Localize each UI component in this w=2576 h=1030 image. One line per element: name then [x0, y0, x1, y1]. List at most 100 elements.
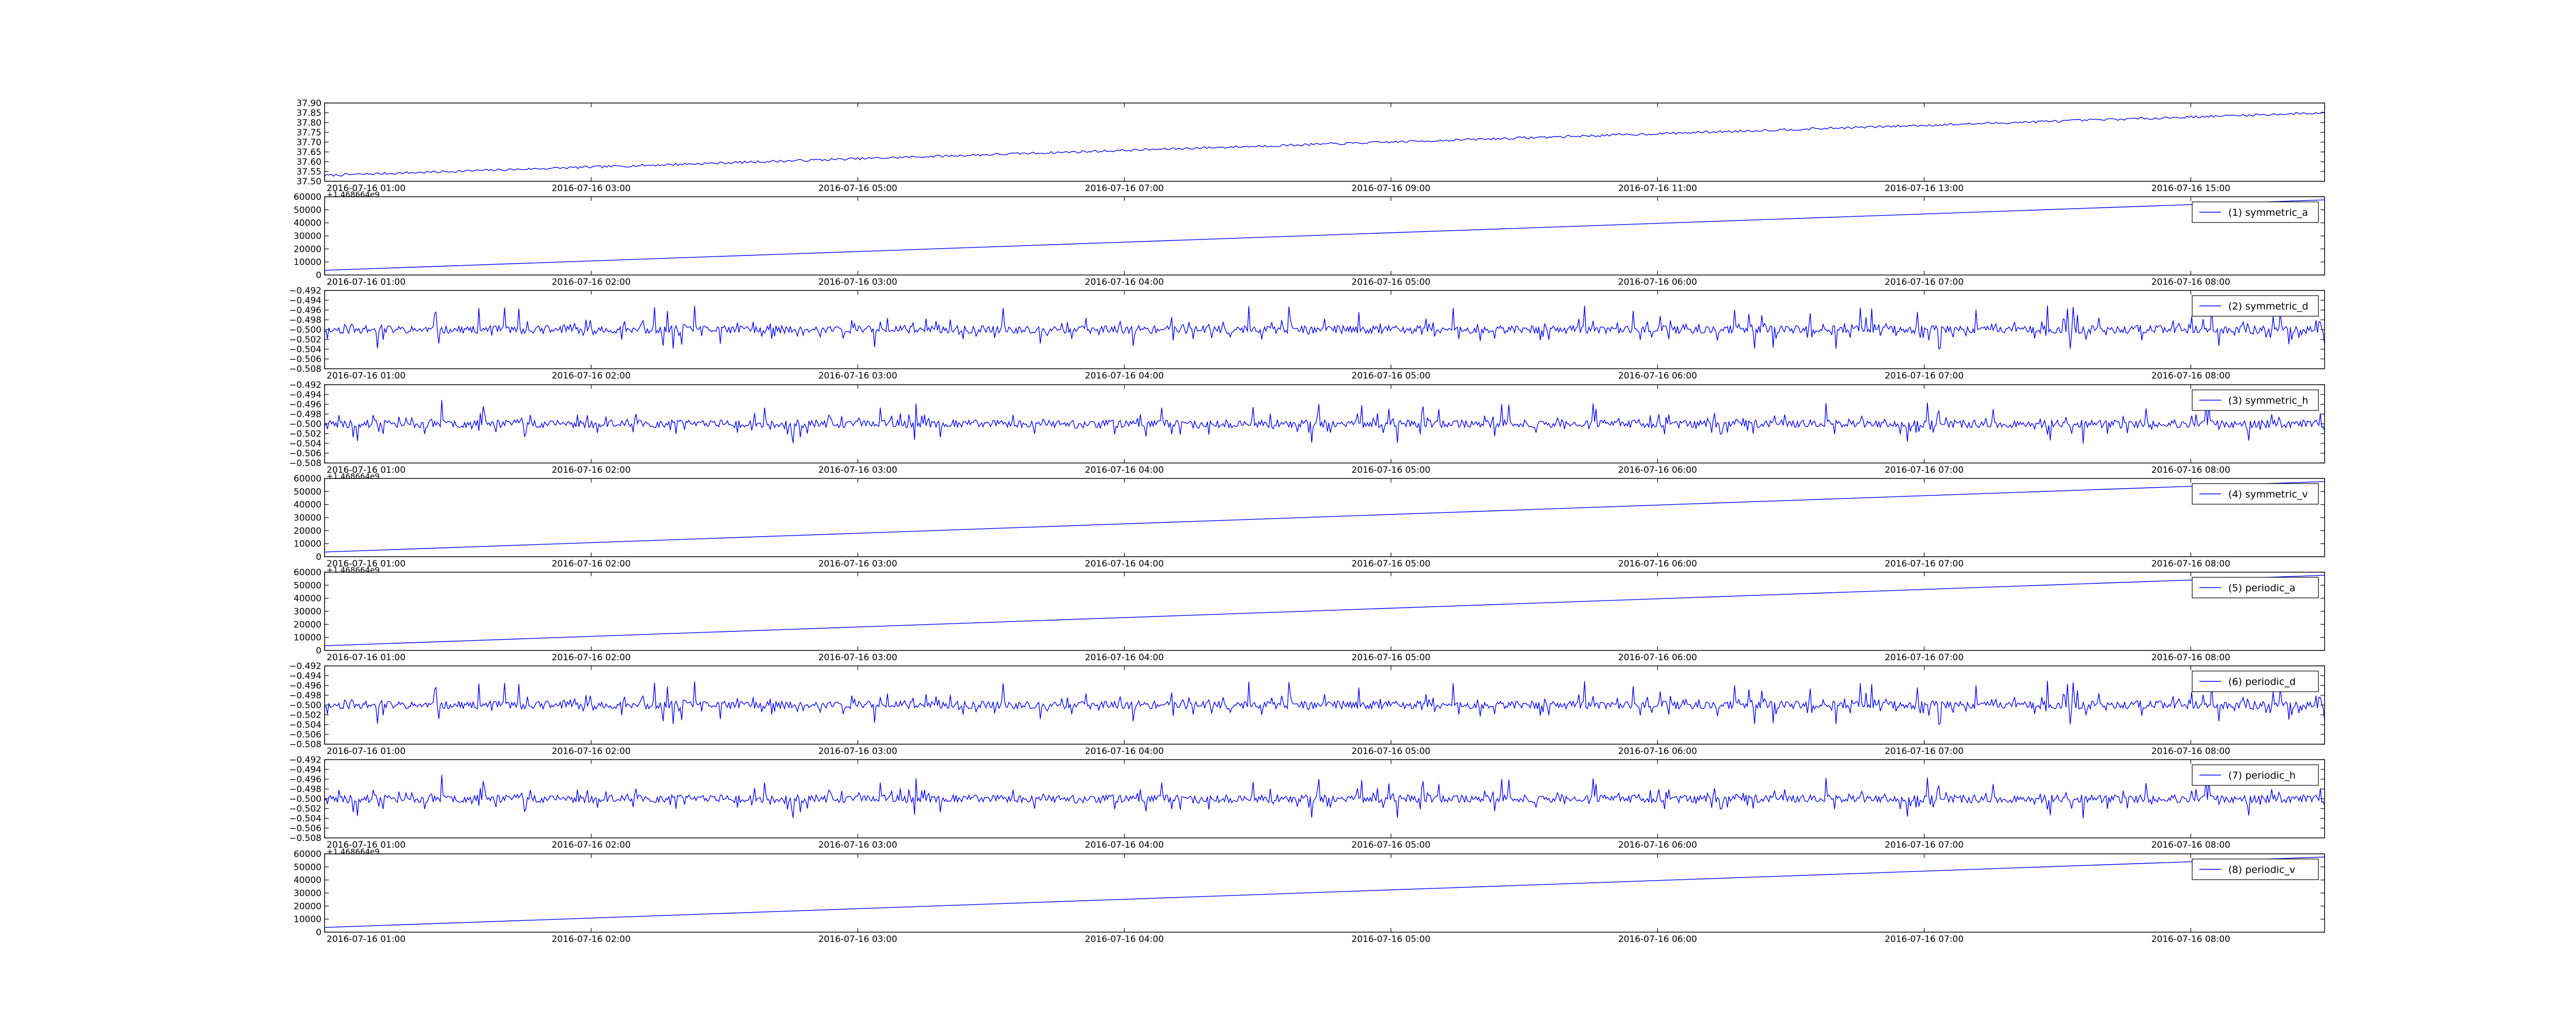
x-tick-label: 2016-07-16 05:00	[1351, 371, 1430, 381]
y-tick-label: −0.500	[289, 794, 321, 804]
x-tick-label: 2016-07-16 03:00	[818, 277, 897, 287]
y-tick-label: −0.506	[289, 449, 321, 459]
y-tick-label: −0.500	[289, 419, 321, 430]
y-tick-label: −0.494	[289, 296, 321, 306]
x-tick-label: 2016-07-16 04:00	[1085, 840, 1164, 850]
legend-label: (5) periodic_a	[2228, 582, 2295, 594]
x-tick-label: 2016-07-16 05:00	[1351, 465, 1430, 475]
y-tick-label: −0.506	[289, 730, 321, 740]
x-tick-label: 2016-07-16 01:00	[327, 746, 405, 757]
x-tick-label: 2016-07-16 02:00	[552, 465, 631, 475]
legend: (1) symmetric_a	[2192, 201, 2319, 223]
y-tick-label: −0.492	[289, 286, 321, 296]
subplot-5: 0 10000 20000 30000 40000 50000 60000 2016-07-1…	[294, 472, 2325, 569]
y-tick-label: 50000	[294, 580, 321, 591]
y-tick-label: 40000	[294, 594, 321, 604]
subplot-2: 0 10000 20000 30000 40000 50000 60000 2016-07-1…	[294, 190, 2325, 287]
subplot-stack: 37.5037.5537.6037.6537.7037.7537.8037.85…	[289, 98, 2325, 945]
x-tick-label: 2016-07-16 07:00	[1885, 371, 1963, 381]
x-tick-label: 2016-07-16 06:00	[1618, 371, 1697, 381]
x-tick-label: 2016-07-16 08:00	[2151, 277, 2230, 287]
y-tick-label: −0.494	[289, 765, 321, 775]
x-tick-label: 2016-07-16 04:00	[1085, 371, 1164, 381]
y-tick-label: 60000	[294, 474, 321, 484]
subplot-3: −0.508−0.506−0.504−0.502−0.500−0.498−0.4…	[289, 286, 2325, 381]
x-tick-label: 2016-07-16 08:00	[2151, 934, 2230, 945]
y-tick-label: −0.500	[289, 700, 321, 711]
y-tick-label: −0.496	[289, 775, 321, 785]
y-tick-label: 0	[316, 552, 321, 562]
legend: (5) periodic_a	[2192, 577, 2319, 598]
legend-box	[2192, 764, 2319, 786]
subplot-6: 0 10000 20000 30000 40000 50000 60000 2016-07-1…	[294, 565, 2325, 663]
subplot-1: 37.5037.5537.6037.6537.7037.7537.8037.85…	[296, 98, 2325, 194]
x-tick-label: 2016-07-16 06:00	[1618, 934, 1697, 945]
x-tick-label: 2016-07-16 07:00	[1885, 559, 1963, 569]
series-line	[324, 775, 2325, 819]
subplot-8: −0.508−0.506−0.504−0.502−0.500−0.498−0.4…	[289, 755, 2325, 850]
x-tick-label: 2016-07-16 06:00	[1618, 653, 1697, 663]
series-line	[324, 111, 2325, 177]
x-tick-label: 2016-07-16 02:00	[552, 746, 631, 757]
x-tick-label: 2016-07-16 03:00	[818, 371, 897, 381]
x-tick-label: 2016-07-16 01:00	[327, 371, 405, 381]
legend: (6) periodic_d	[2192, 671, 2319, 692]
series-line	[324, 400, 2325, 444]
y-tick-label: 60000	[294, 568, 321, 578]
y-tick-label: −0.508	[289, 458, 321, 469]
x-tick-label: 2016-07-16 01:00	[327, 277, 405, 287]
y-tick-label: 0	[316, 270, 321, 281]
x-tick-label: 2016-07-16 06:00	[1618, 465, 1697, 475]
legend-label: (4) symmetric_v	[2228, 489, 2308, 500]
y-tick-label: 40000	[294, 876, 321, 886]
y-tick-label: −0.496	[289, 400, 321, 410]
y-tick-label: −0.492	[289, 380, 321, 390]
x-tick-label: 2016-07-16 02:00	[552, 277, 631, 287]
y-tick-label: 60000	[294, 849, 321, 860]
legend-label: (8) periodic_v	[2228, 864, 2295, 876]
x-tick-label: 2016-07-16 08:00	[2151, 559, 2230, 569]
x-tick-label: 2016-07-16 02:00	[552, 840, 631, 850]
y-tick-label: 0	[316, 646, 321, 656]
x-tick-label: 2016-07-16 08:00	[2151, 465, 2230, 475]
y-tick-label: −0.502	[289, 335, 321, 345]
axis-offset-text: +1.468664e9	[327, 565, 380, 575]
x-tick-label: 2016-07-16 07:00	[1885, 653, 1963, 663]
x-tick-label: 2016-07-16 08:00	[2151, 653, 2230, 663]
x-tick-label: 2016-07-16 05:00	[1351, 746, 1430, 757]
x-tick-label: 2016-07-16 02:00	[552, 934, 631, 945]
y-tick-label: 30000	[294, 888, 321, 899]
y-tick-label: 40000	[294, 500, 321, 510]
legend-label: (1) symmetric_a	[2228, 207, 2308, 218]
x-tick-label: 2016-07-16 05:00	[818, 183, 897, 194]
y-tick-label: −0.496	[289, 681, 321, 691]
y-tick-label: −0.506	[289, 823, 321, 834]
legend: (3) symmetric_h	[2192, 389, 2319, 411]
x-tick-label: 2016-07-16 07:00	[1885, 840, 1963, 850]
y-tick-label: 37.65	[296, 147, 321, 158]
y-tick-label: −0.496	[289, 305, 321, 316]
x-tick-label: 2016-07-16 05:00	[1351, 277, 1430, 287]
x-tick-label: 2016-07-16 03:00	[818, 465, 897, 475]
y-tick-label: 37.80	[296, 118, 321, 128]
y-tick-label: 10000	[294, 915, 321, 925]
y-tick-label: 30000	[294, 607, 321, 617]
legend-box	[2192, 389, 2319, 411]
axis-offset-text: +1.468664e9	[327, 847, 380, 856]
x-tick-label: 2016-07-16 02:00	[552, 653, 631, 663]
x-tick-label: 2016-07-16 09:00	[1351, 183, 1430, 194]
y-tick-label: 37.55	[296, 167, 321, 177]
y-tick-label: 50000	[294, 862, 321, 872]
y-tick-label: 37.85	[296, 108, 321, 118]
x-tick-label: 2016-07-16 07:00	[1885, 746, 1963, 757]
y-tick-label: 20000	[294, 526, 321, 536]
legend: (7) periodic_h	[2192, 764, 2319, 786]
subplot-7: −0.508−0.506−0.504−0.502−0.500−0.498−0.4…	[289, 661, 2325, 757]
y-tick-label: −0.506	[289, 354, 321, 365]
x-tick-label: 2016-07-16 07:00	[1085, 183, 1164, 194]
legend-label: (3) symmetric_h	[2228, 395, 2308, 406]
x-tick-label: 2016-07-16 04:00	[1085, 746, 1164, 757]
y-tick-label: 40000	[294, 218, 321, 229]
